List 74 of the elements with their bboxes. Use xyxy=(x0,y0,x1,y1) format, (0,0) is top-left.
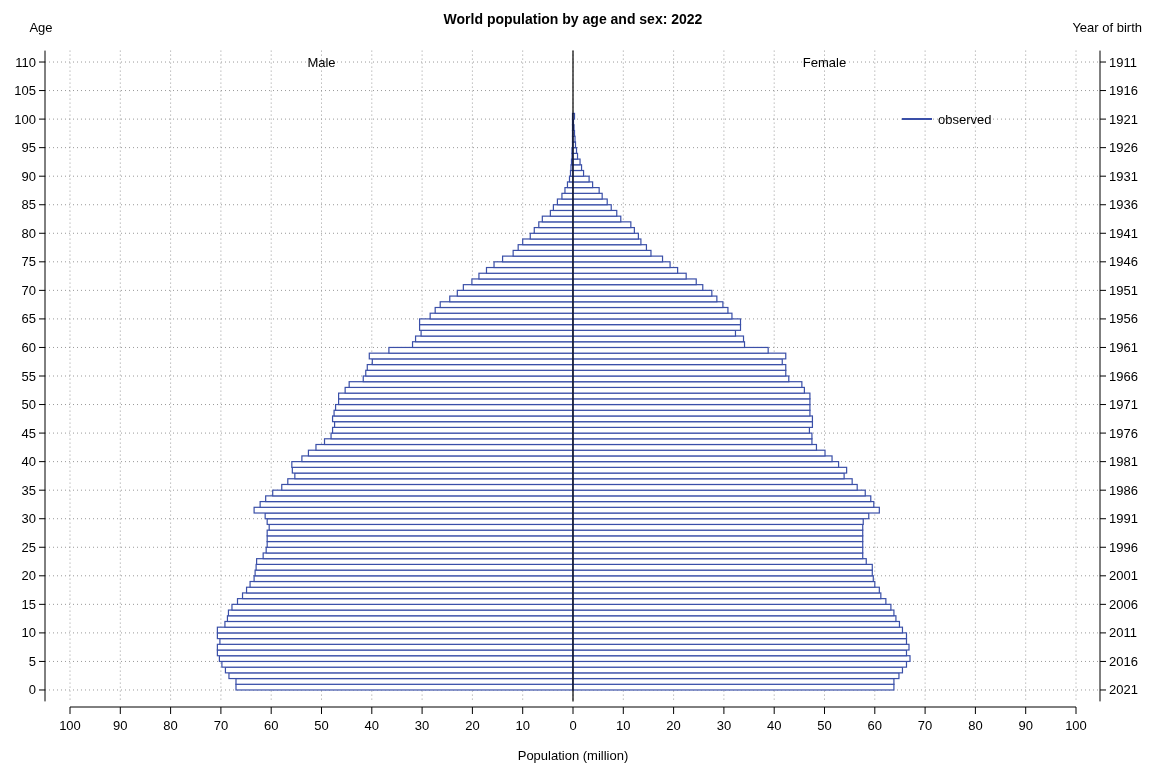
y-tick-label: 85 xyxy=(21,197,36,213)
x-tick-label: 40 xyxy=(364,718,380,733)
x-tick-label: 80 xyxy=(163,718,178,733)
x-tick-label: 20 xyxy=(465,718,480,733)
x-tick-label: 10 xyxy=(616,718,631,733)
y-tick-label: 60 xyxy=(21,339,36,355)
y-tick-label: 5 xyxy=(28,653,36,669)
y2-tick-label: 2016 xyxy=(1109,653,1138,669)
y2-tick-label: 1931 xyxy=(1109,168,1138,184)
y-tick-label: 90 xyxy=(21,168,36,184)
y-tick-label: 10 xyxy=(21,625,36,641)
y-tick-label: 105 xyxy=(14,83,36,99)
y-tick-label: 25 xyxy=(21,539,36,555)
y2-tick-label: 1961 xyxy=(1109,339,1138,355)
y-tick-label: 55 xyxy=(21,368,36,384)
x-axis-title: Population (million) xyxy=(517,748,629,763)
y-tick-label: 35 xyxy=(21,482,36,498)
y2-tick-label: 1966 xyxy=(1109,368,1138,384)
x-tick-label: 10 xyxy=(515,718,530,733)
y2-tick-label: 1916 xyxy=(1109,83,1138,99)
x-tick-label: 40 xyxy=(766,718,782,733)
chart-title: World population by age and sex: 2022 xyxy=(443,11,703,27)
y2-tick-label: 2021 xyxy=(1109,682,1138,698)
y2-tick-label: 1911 xyxy=(1109,54,1137,70)
y2-tick-label: 1951 xyxy=(1109,282,1138,298)
x-tick-label: 60 xyxy=(263,718,279,733)
x-tick-label: 70 xyxy=(917,718,933,733)
y-tick-label: 0 xyxy=(28,682,36,698)
legend-label: observed xyxy=(938,111,992,127)
y-tick-label: 70 xyxy=(21,282,36,298)
x-tick-label: 30 xyxy=(716,718,732,733)
y-tick-label: 30 xyxy=(21,511,36,527)
y2-tick-label: 1941 xyxy=(1109,225,1138,241)
x-tick-label: 80 xyxy=(968,718,983,733)
y2-tick-label: 2011 xyxy=(1109,625,1137,641)
y2-tick-label: 1991 xyxy=(1109,511,1138,527)
x-tick-label: 0 xyxy=(569,718,577,733)
y2-tick-label: 1926 xyxy=(1109,140,1138,156)
y2-axis-title: Year of birth xyxy=(1072,20,1142,35)
x-tick-label: 70 xyxy=(213,718,229,733)
y2-tick-label: 1986 xyxy=(1109,482,1138,498)
y-tick-label: 100 xyxy=(14,111,36,127)
y2-tick-label: 1976 xyxy=(1109,425,1138,441)
y2-tick-label: 1946 xyxy=(1109,254,1138,270)
y2-tick-label: 1971 xyxy=(1109,397,1138,413)
y2-tick-label: 2001 xyxy=(1109,568,1138,584)
x-tick-label: 90 xyxy=(113,718,128,733)
y2-tick-label: 2006 xyxy=(1109,596,1138,612)
y2-tick-label: 1981 xyxy=(1109,454,1138,470)
y-tick-label: 65 xyxy=(21,311,36,327)
y-tick-label: 80 xyxy=(21,225,36,241)
y-tick-label: 50 xyxy=(21,397,36,413)
y2-tick-label: 1996 xyxy=(1109,539,1138,555)
x-tick-label: 30 xyxy=(414,718,430,733)
y-tick-label: 45 xyxy=(21,425,36,441)
y-tick-label: 75 xyxy=(21,254,36,270)
y-tick-label: 40 xyxy=(21,454,36,470)
y-tick-label: 20 xyxy=(21,568,36,584)
x-tick-label: 100 xyxy=(1065,718,1087,733)
x-tick-label: 90 xyxy=(1018,718,1033,733)
y-tick-label: 95 xyxy=(21,140,36,156)
y-axis-title: Age xyxy=(29,20,53,35)
x-tick-label: 60 xyxy=(867,718,883,733)
y-tick-label: 110 xyxy=(15,54,36,70)
annotation: Male xyxy=(307,55,336,71)
y2-tick-label: 1936 xyxy=(1109,197,1138,213)
x-tick-label: 20 xyxy=(666,718,681,733)
x-tick-label: 50 xyxy=(817,718,832,733)
annotation: Female xyxy=(802,55,847,71)
y-tick-label: 15 xyxy=(21,596,36,612)
y2-tick-label: 1956 xyxy=(1109,311,1138,327)
x-tick-label: 50 xyxy=(314,718,329,733)
x-tick-label: 100 xyxy=(59,718,81,733)
y2-tick-label: 1921 xyxy=(1109,111,1138,127)
